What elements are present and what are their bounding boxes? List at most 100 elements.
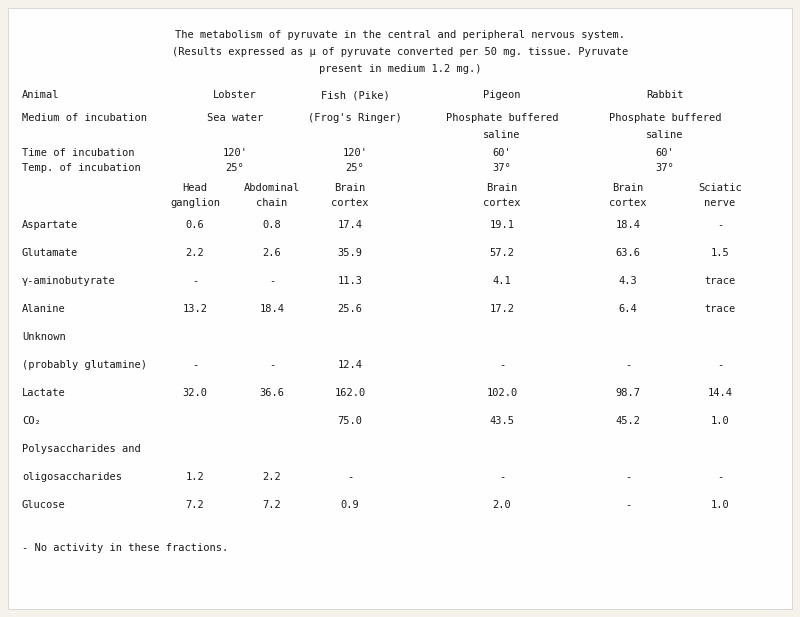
Text: present in medium 1.2 mg.): present in medium 1.2 mg.)	[318, 64, 482, 74]
Text: -: -	[269, 360, 275, 370]
Text: Lobster: Lobster	[213, 90, 257, 100]
Text: -: -	[625, 360, 631, 370]
Text: -: -	[625, 500, 631, 510]
Text: -: -	[192, 276, 198, 286]
Text: Alanine: Alanine	[22, 304, 66, 314]
Text: 75.0: 75.0	[338, 416, 362, 426]
Text: chain: chain	[256, 198, 288, 208]
Text: 25°: 25°	[346, 163, 364, 173]
Text: 4.1: 4.1	[493, 276, 511, 286]
Text: 32.0: 32.0	[182, 388, 207, 398]
Text: nerve: nerve	[704, 198, 736, 208]
Text: -: -	[625, 472, 631, 482]
Text: 25°: 25°	[226, 163, 244, 173]
Text: (Frog's Ringer): (Frog's Ringer)	[308, 113, 402, 123]
Text: Temp. of incubation: Temp. of incubation	[22, 163, 141, 173]
Text: Pigeon: Pigeon	[483, 90, 521, 100]
Text: 45.2: 45.2	[615, 416, 641, 426]
Text: saline: saline	[646, 130, 684, 140]
Text: 0.9: 0.9	[341, 500, 359, 510]
Text: Sciatic: Sciatic	[698, 183, 742, 193]
Text: 37°: 37°	[656, 163, 674, 173]
Text: 0.6: 0.6	[186, 220, 204, 230]
Text: 98.7: 98.7	[615, 388, 641, 398]
Text: oligosaccharides: oligosaccharides	[22, 472, 122, 482]
Text: -: -	[499, 360, 505, 370]
Text: -: -	[717, 472, 723, 482]
Text: - No activity in these fractions.: - No activity in these fractions.	[22, 543, 228, 553]
Text: 19.1: 19.1	[490, 220, 514, 230]
Text: 25.6: 25.6	[338, 304, 362, 314]
Text: -: -	[269, 276, 275, 286]
Text: 2.0: 2.0	[493, 500, 511, 510]
Text: Sea water: Sea water	[207, 113, 263, 123]
Text: 162.0: 162.0	[334, 388, 366, 398]
Text: 120': 120'	[342, 148, 367, 158]
Text: 14.4: 14.4	[707, 388, 733, 398]
Text: cortex: cortex	[483, 198, 521, 208]
Text: The metabolism of pyruvate in the central and peripheral nervous system.: The metabolism of pyruvate in the centra…	[175, 30, 625, 40]
Text: -: -	[192, 360, 198, 370]
Text: Brain: Brain	[334, 183, 366, 193]
Text: 1.0: 1.0	[710, 500, 730, 510]
Text: Animal: Animal	[22, 90, 59, 100]
Text: Rabbit: Rabbit	[646, 90, 684, 100]
Text: Brain: Brain	[612, 183, 644, 193]
Text: Aspartate: Aspartate	[22, 220, 78, 230]
Text: cortex: cortex	[331, 198, 369, 208]
Text: 4.3: 4.3	[618, 276, 638, 286]
Text: Glutamate: Glutamate	[22, 248, 78, 258]
Text: Phosphate buffered: Phosphate buffered	[446, 113, 558, 123]
Text: 2.2: 2.2	[262, 472, 282, 482]
Text: Glucose: Glucose	[22, 500, 66, 510]
Text: 18.4: 18.4	[615, 220, 641, 230]
Text: 7.2: 7.2	[186, 500, 204, 510]
Text: Medium of incubation: Medium of incubation	[22, 113, 147, 123]
Text: trace: trace	[704, 304, 736, 314]
Text: 17.4: 17.4	[338, 220, 362, 230]
Text: -: -	[499, 472, 505, 482]
Text: CO₂: CO₂	[22, 416, 41, 426]
Text: 13.2: 13.2	[182, 304, 207, 314]
Text: Head: Head	[182, 183, 207, 193]
Text: 36.6: 36.6	[259, 388, 285, 398]
Text: 17.2: 17.2	[490, 304, 514, 314]
Text: 35.9: 35.9	[338, 248, 362, 258]
Text: 0.8: 0.8	[262, 220, 282, 230]
Text: 2.6: 2.6	[262, 248, 282, 258]
Text: 7.2: 7.2	[262, 500, 282, 510]
Text: saline: saline	[483, 130, 521, 140]
Text: 11.3: 11.3	[338, 276, 362, 286]
Text: 1.2: 1.2	[186, 472, 204, 482]
FancyBboxPatch shape	[8, 8, 792, 609]
Text: trace: trace	[704, 276, 736, 286]
Text: 1.5: 1.5	[710, 248, 730, 258]
Text: Abdominal: Abdominal	[244, 183, 300, 193]
Text: 63.6: 63.6	[615, 248, 641, 258]
Text: 60': 60'	[493, 148, 511, 158]
Text: (Results expressed as μ of pyruvate converted per 50 mg. tissue. Pyruvate: (Results expressed as μ of pyruvate conv…	[172, 47, 628, 57]
Text: 18.4: 18.4	[259, 304, 285, 314]
Text: 12.4: 12.4	[338, 360, 362, 370]
Text: (probably glutamine): (probably glutamine)	[22, 360, 147, 370]
Text: Unknown: Unknown	[22, 332, 66, 342]
Text: 57.2: 57.2	[490, 248, 514, 258]
Text: 1.0: 1.0	[710, 416, 730, 426]
Text: cortex: cortex	[610, 198, 646, 208]
Text: 60': 60'	[656, 148, 674, 158]
Text: 37°: 37°	[493, 163, 511, 173]
Text: 6.4: 6.4	[618, 304, 638, 314]
Text: ganglion: ganglion	[170, 198, 220, 208]
Text: 2.2: 2.2	[186, 248, 204, 258]
Text: Fish (Pike): Fish (Pike)	[321, 90, 390, 100]
Text: Phosphate buffered: Phosphate buffered	[609, 113, 722, 123]
Text: -: -	[717, 220, 723, 230]
Text: Polysaccharides and: Polysaccharides and	[22, 444, 141, 454]
Text: 43.5: 43.5	[490, 416, 514, 426]
Text: -: -	[347, 472, 353, 482]
Text: -: -	[717, 360, 723, 370]
Text: Lactate: Lactate	[22, 388, 66, 398]
Text: Brain: Brain	[486, 183, 518, 193]
Text: Time of incubation: Time of incubation	[22, 148, 134, 158]
Text: 102.0: 102.0	[486, 388, 518, 398]
